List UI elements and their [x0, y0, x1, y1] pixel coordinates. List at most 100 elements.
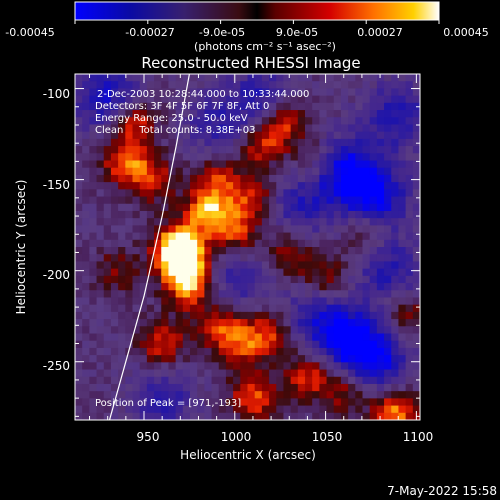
heatmap-cell	[211, 340, 220, 349]
heatmap-cell	[391, 290, 400, 299]
heatmap-cell	[398, 189, 407, 198]
heatmap-image	[75, 74, 420, 420]
heatmap-cell	[290, 153, 299, 162]
heatmap-cell	[369, 138, 378, 147]
heatmap-cell	[197, 383, 205, 392]
heatmap-cell	[240, 326, 249, 335]
heatmap-cell	[197, 347, 205, 356]
heatmap-cell	[146, 174, 155, 183]
heatmap-cell	[96, 333, 105, 342]
heatmap-cell	[412, 124, 420, 133]
heatmap-cell	[168, 247, 177, 255]
heatmap-cell	[254, 146, 263, 154]
heatmap-cell	[369, 398, 378, 407]
heatmap-cell	[175, 218, 184, 226]
heatmap-cell	[211, 196, 220, 205]
heatmap-cell	[218, 333, 227, 342]
heatmap-cell	[139, 203, 148, 212]
heatmap-cell	[154, 174, 162, 183]
heatmap-cell	[154, 102, 162, 111]
heatmap-cell	[204, 355, 213, 363]
heatmap-cell	[348, 117, 356, 126]
heatmap-cell	[240, 376, 249, 385]
heatmap-cell	[297, 160, 306, 169]
heatmap-cell	[190, 247, 198, 255]
heatmap-cell	[89, 189, 98, 198]
heatmap-cell	[261, 254, 270, 263]
heatmap-cell	[362, 239, 371, 248]
heatmap-cell	[247, 146, 256, 154]
heatmap-cell	[398, 369, 407, 378]
heatmap-cell	[240, 369, 249, 378]
heatmap-cell	[269, 153, 277, 162]
heatmap-cell	[391, 311, 400, 320]
heatmap-cell	[132, 340, 141, 349]
heatmap-cell	[146, 319, 155, 327]
heatmap-cell	[362, 74, 371, 82]
heatmap-cell	[297, 247, 306, 255]
heatmap-cell	[182, 369, 191, 378]
heatmap-cell	[283, 297, 292, 306]
heatmap-cell	[362, 326, 371, 335]
heatmap-cell	[233, 333, 241, 342]
heatmap-cell	[233, 304, 241, 313]
heatmap-cell	[175, 160, 184, 169]
heatmap-cell	[125, 153, 134, 162]
heatmap-cell	[340, 340, 349, 349]
heatmap-cell	[75, 319, 83, 327]
heatmap-cell	[218, 225, 227, 234]
heatmap-cell	[247, 297, 256, 306]
heatmap-cell	[290, 174, 299, 183]
heatmap-cell	[254, 268, 263, 277]
heatmap-cell	[233, 391, 241, 399]
heatmap-cell	[362, 203, 371, 212]
heatmap-cell	[276, 146, 285, 154]
heatmap-cell	[412, 405, 420, 414]
heatmap-cell	[340, 225, 349, 234]
heatmap-cell	[276, 74, 285, 82]
heatmap-cell	[240, 391, 249, 399]
heatmap-cell	[96, 124, 105, 133]
heatmap-cell	[384, 297, 392, 306]
heatmap-cell	[333, 239, 342, 248]
heatmap-cell	[125, 254, 134, 263]
heatmap-cell	[348, 398, 356, 407]
heatmap-cell	[398, 412, 407, 420]
heatmap-cell	[82, 326, 90, 335]
heatmap-cell	[405, 124, 414, 133]
heatmap-cell	[175, 311, 184, 320]
heatmap-cell	[132, 412, 141, 420]
heatmap-cell	[247, 95, 256, 104]
heatmap-cell	[132, 297, 141, 306]
heatmap-cell	[211, 311, 220, 320]
heatmap-cell	[297, 138, 306, 147]
heatmap-cell	[398, 319, 407, 327]
heatmap-cell	[89, 398, 98, 407]
heatmap-cell	[312, 362, 320, 371]
heatmap-cell	[405, 376, 414, 385]
heatmap-cell	[391, 167, 400, 176]
heatmap-cell	[110, 131, 119, 140]
heatmap-cell	[369, 275, 378, 284]
heatmap-cell	[376, 319, 385, 327]
heatmap-cell	[82, 376, 90, 385]
heatmap-cell	[110, 232, 119, 241]
heatmap-cell	[283, 225, 292, 234]
heatmap-cell	[362, 369, 371, 378]
heatmap-cell	[319, 290, 328, 299]
heatmap-cell	[369, 297, 378, 306]
heatmap-cell	[96, 319, 105, 327]
heatmap-cell	[175, 297, 184, 306]
heatmap-cell	[305, 225, 313, 234]
heatmap-cell	[75, 124, 83, 133]
heatmap-cell	[276, 160, 285, 169]
heatmap-cell	[269, 247, 277, 255]
heatmap-cell	[182, 218, 191, 226]
heatmap-cell	[326, 203, 335, 212]
heatmap-cell	[182, 117, 191, 126]
heatmap-cell	[139, 160, 148, 169]
heatmap-cell	[190, 232, 198, 241]
heatmap-cell	[333, 74, 342, 82]
heatmap-cell	[348, 247, 356, 255]
heatmap-cell	[211, 261, 220, 270]
